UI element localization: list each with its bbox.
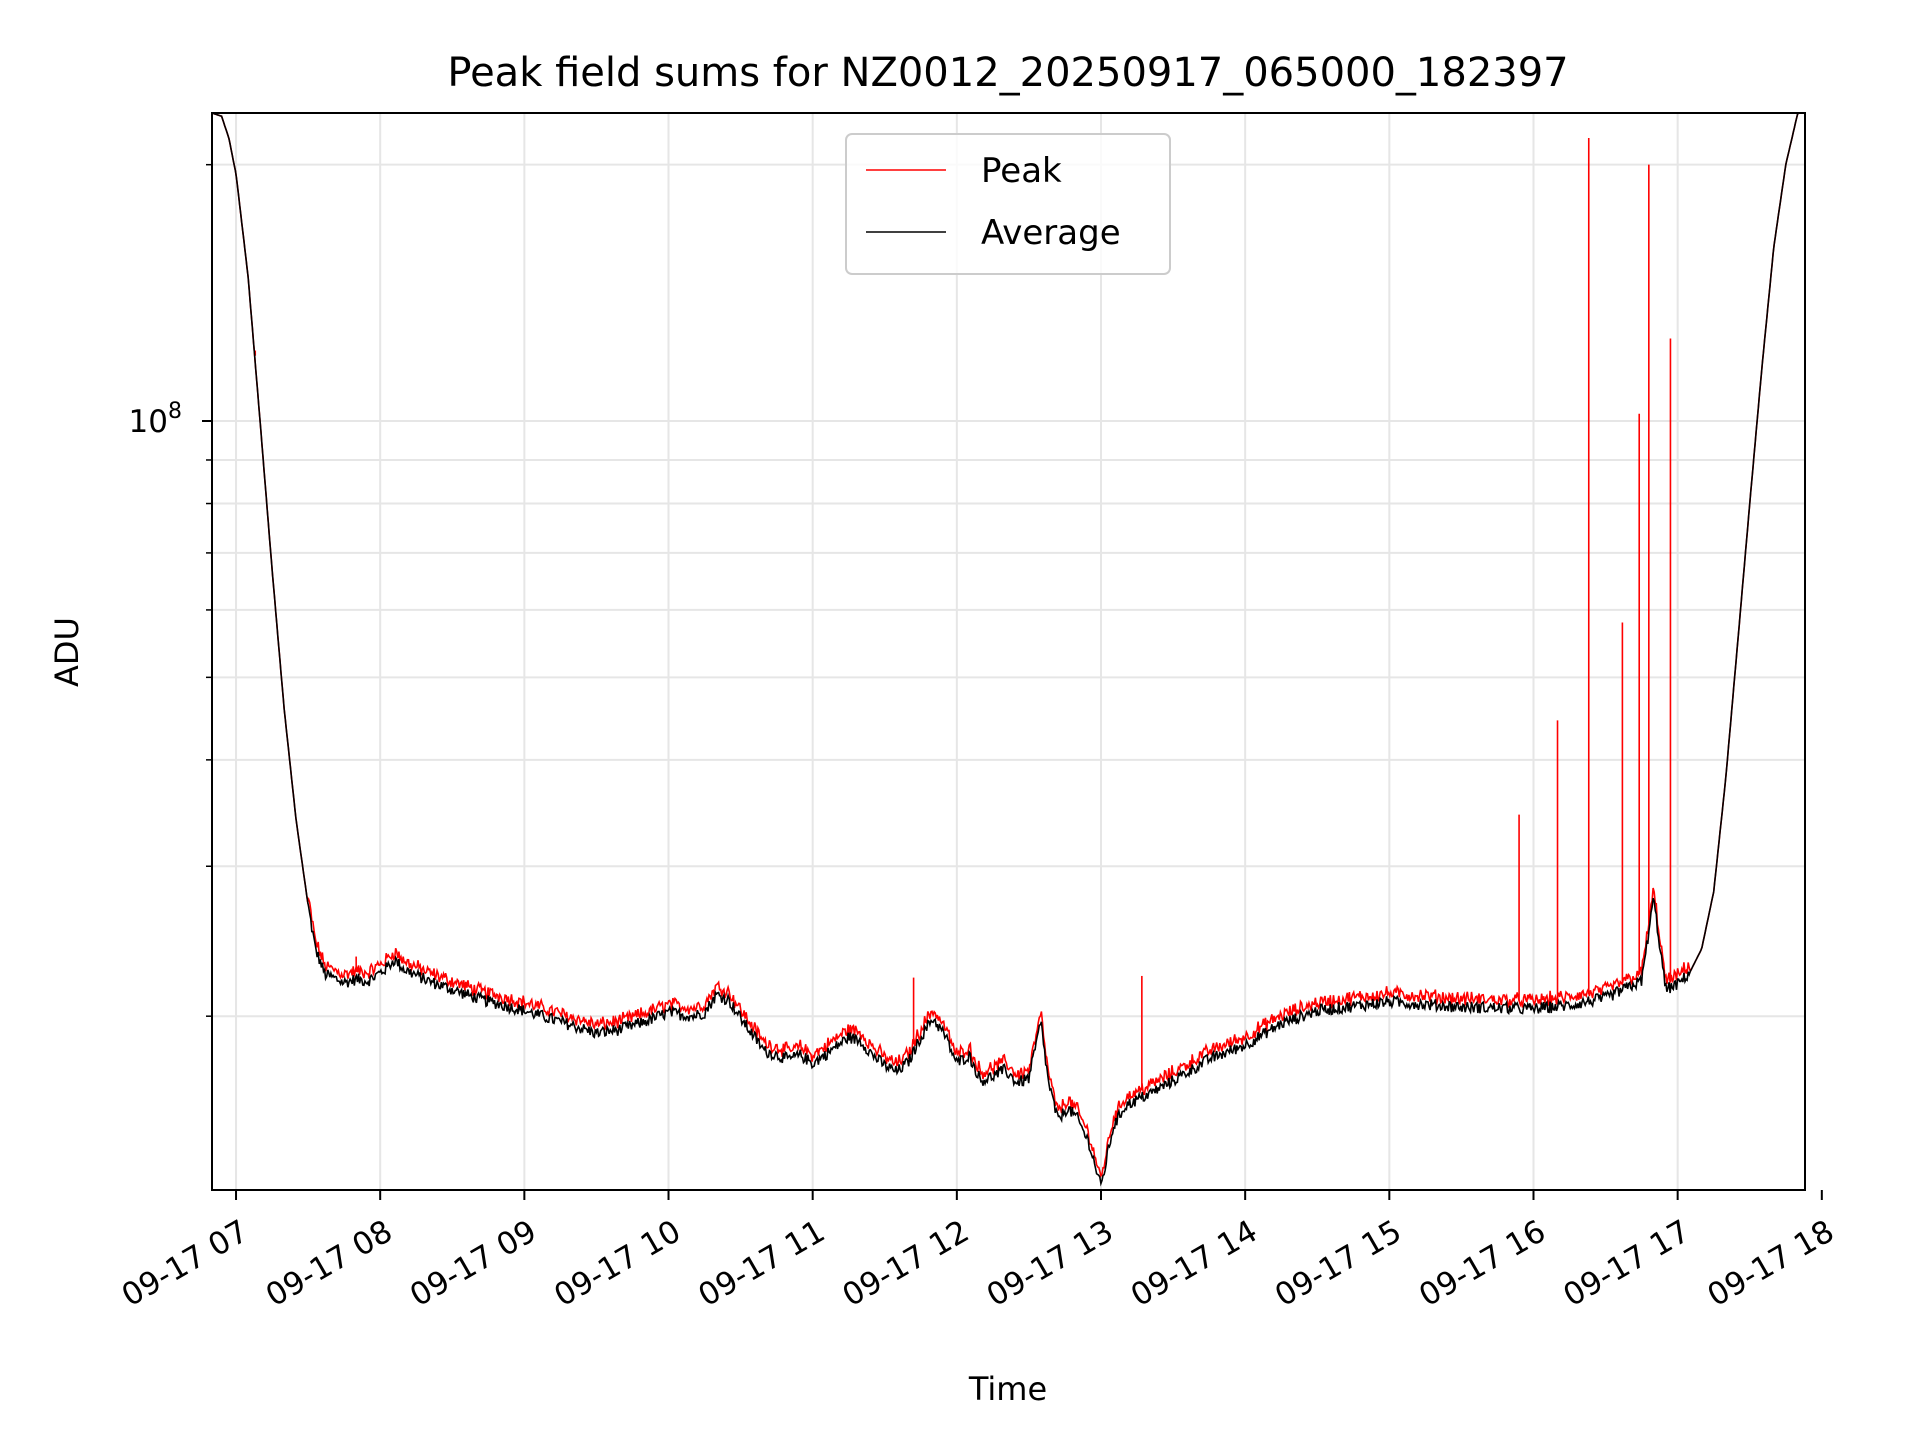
tick-layer: 09-17 07 09-17 08 09-17 09 09-17 10 09-17 11…: [116, 163, 1841, 1314]
x-tick-label: 09-17 13: [981, 1213, 1120, 1314]
legend-peak-label: Peak: [981, 151, 1062, 191]
y-tick-label-base: 10: [129, 404, 168, 440]
grid-layer: [212, 113, 1805, 1190]
series-line-peak: [211, 112, 1805, 1178]
y-tick-label-exponent: 8: [168, 399, 182, 424]
y-tick-label: 108: [129, 399, 182, 440]
data-layer: [211, 112, 1805, 1187]
x-tick-label: 09-17 15: [1269, 1213, 1408, 1314]
series-line-average: [211, 112, 1805, 1187]
x-tick-label: 09-17 17: [1557, 1213, 1696, 1314]
x-tick-label: 09-17 18: [1702, 1213, 1841, 1314]
x-tick-label: 09-17 12: [837, 1213, 976, 1314]
legend-average-label: Average: [981, 213, 1121, 253]
x-tick-label: 09-17 14: [1125, 1213, 1264, 1314]
plot-frame: [211, 112, 1806, 1191]
x-tick-label: 09-17 16: [1413, 1213, 1552, 1314]
legend-box: [845, 133, 1171, 275]
legend: Peak Average: [845, 133, 1171, 275]
x-tick-label: 09-17 09: [404, 1213, 543, 1314]
x-axis-title: Time: [968, 1370, 1047, 1408]
y-axis-title: ADU: [48, 617, 86, 687]
chart-title: Peak field sums for NZ0012_20250917_0650…: [447, 50, 1568, 96]
x-tick-label: 09-17 11: [692, 1213, 831, 1314]
x-tick-label: 09-17 08: [260, 1213, 399, 1314]
x-tick-label: 09-17 07: [116, 1213, 255, 1314]
x-tick-label: 09-17 10: [548, 1213, 687, 1314]
